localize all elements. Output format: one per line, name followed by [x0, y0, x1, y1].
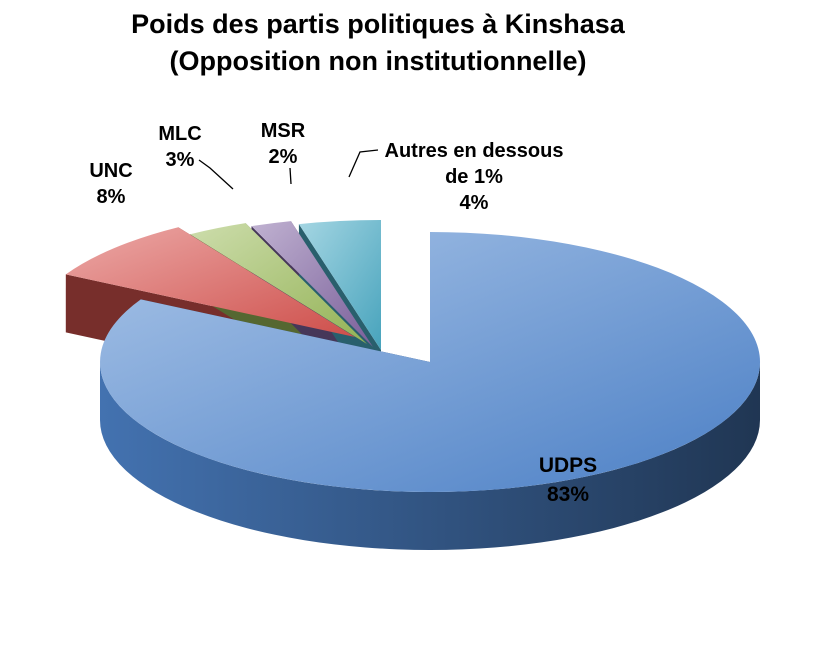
slice-mlc [190, 223, 367, 344]
data-label-udps: UDPS 83% [539, 454, 597, 506]
data-label-autres: Autres en dessous de 1% 4% [385, 140, 564, 214]
slice-msr [251, 221, 373, 347]
chart-title: Poids des partis politiques à Kinshasa [131, 9, 626, 39]
leader-line-mlc [198, 159, 234, 190]
leader-line-autres [348, 149, 379, 178]
slice-udps [100, 232, 761, 492]
data-label-msr: MSR 2% [261, 120, 306, 168]
data-label-unc: UNC 8% [89, 160, 132, 208]
leader-line-msr [289, 167, 292, 185]
slice-unc [65, 227, 356, 337]
slice-autres [298, 220, 381, 350]
data-label-mlc: MLC 3% [158, 123, 201, 171]
chart-subtitle: (Opposition non institutionnelle) [170, 46, 587, 76]
